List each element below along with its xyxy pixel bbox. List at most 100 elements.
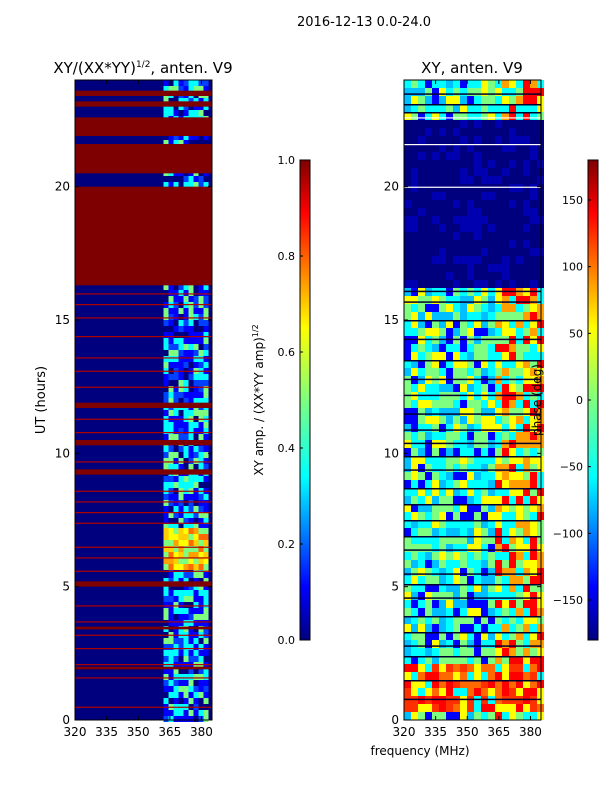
panel2-cell-624: [432, 328, 439, 336]
panel1-cell-412: [198, 350, 204, 356]
panel2-cell-1230: [474, 568, 481, 576]
panel2-cell-801: [411, 400, 418, 408]
panel1-cell-813: [178, 620, 184, 626]
panel1-cell-466: [198, 386, 204, 392]
panel2-cell-1038: [530, 488, 537, 496]
panel2-cell-711: [481, 360, 488, 368]
panel2-cell-628: [460, 328, 467, 336]
panel1-cell-530: [203, 428, 209, 434]
panel1-cell-817: [198, 620, 204, 626]
panel1-ytick-label-2: 10: [55, 446, 70, 460]
panel2-cell-103: [425, 120, 432, 128]
panel2-cell-134: [502, 128, 509, 136]
panel2-cell-1035: [509, 488, 516, 496]
panel2-cell-688: [460, 352, 467, 360]
panel2-cell-189: [467, 152, 474, 160]
panel2-cell-177: [523, 144, 530, 152]
panel1-cell-762: [193, 584, 199, 590]
panel1-cell-83: [173, 134, 179, 140]
panel2-cell-44: [432, 96, 439, 104]
panel2-cell-124: [432, 128, 439, 136]
panel2-cell-112: [488, 120, 495, 128]
panel1-cell-376: [198, 326, 204, 332]
panel1-cell-954: [163, 716, 169, 722]
panel2-cell-1070: [474, 504, 481, 512]
panel1-cell-364: [183, 320, 189, 326]
panel2-cell-1346: [446, 616, 453, 624]
panel2-cell-200: [404, 160, 411, 168]
panel2-cell-1123: [425, 528, 432, 536]
panel1-cell-799: [198, 608, 204, 614]
panel2-cell-634: [502, 328, 509, 336]
panel2-cell-244: [432, 176, 439, 184]
panel2-cell-1255: [509, 576, 516, 584]
panel2-cell-870: [474, 424, 481, 432]
panel2-cell-1303: [425, 600, 432, 608]
panel1-cell-10: [168, 86, 174, 92]
panel1-cell-920: [173, 692, 179, 698]
panel2-flag-20: [404, 378, 541, 381]
panel2-cell-140: [404, 136, 411, 144]
panel1-feature-cell-971: [203, 528, 209, 534]
panel2-cell-1476: [516, 664, 523, 672]
panel2-cell-1440: [404, 656, 411, 664]
panel1-feature-cell-990: [163, 546, 169, 552]
panel1-cell-630: [163, 500, 169, 506]
panel1-cell-672: [193, 524, 199, 530]
panel1-feature-cell-988: [198, 540, 204, 546]
panel1-cell-443: [173, 374, 179, 380]
panel2-cell-930: [474, 448, 481, 456]
panel2-cell-932: [488, 448, 495, 456]
panel2-cell-484: [432, 272, 439, 280]
panel2-cell-287: [453, 192, 460, 200]
panel2-cell-572: [488, 304, 495, 312]
panel2-flag-6: [404, 597, 541, 599]
panel1-cell-853: [198, 644, 204, 650]
panel2-cell-767: [453, 384, 460, 392]
panel2-cell-1378: [530, 624, 537, 632]
panel2-cell-40: [404, 96, 411, 104]
panel2-cell-93: [495, 112, 502, 120]
panel1-title: XY/(XX*YY)1/2, anten. V9: [53, 59, 232, 77]
panel2-cell-1401: [411, 640, 418, 648]
panel2-cell-1124: [432, 528, 439, 536]
panel2-cell-37: [523, 88, 530, 96]
panel2-cell-173: [495, 144, 502, 152]
panel1-cell-420: [193, 356, 199, 362]
panel2-cell-1165: [439, 544, 446, 552]
panel2-cell-1078: [530, 504, 537, 512]
panel2-cell-125: [439, 128, 446, 136]
panel1-feature-cell-980: [203, 534, 209, 540]
panel1-cell-668: [173, 524, 179, 530]
panel2-cell-1157: [523, 536, 530, 544]
panel2-cell-1389: [467, 632, 474, 640]
panel2-cell-1112: [488, 520, 495, 528]
panel2-cell-1044: [432, 496, 439, 504]
panel2-cell-1147: [453, 536, 460, 544]
colorbar2-label: phase (deg): [530, 364, 544, 436]
panel2-cell-378: [530, 224, 537, 232]
panel1-stripe-0: [75, 706, 212, 708]
panel2-cell-861: [411, 424, 418, 432]
panel2-cell-1263: [425, 584, 432, 592]
panel2-cell-1460: [404, 664, 411, 672]
panel2-cell-576: [516, 304, 523, 312]
panel2-cell-504: [432, 280, 439, 288]
panel2-cell-1243: [425, 576, 432, 584]
panel2-cell-2: [418, 80, 425, 88]
panel1-cell-372: [178, 326, 184, 332]
panel1-cell-751: [183, 578, 189, 584]
panel2-cell-78: [530, 104, 537, 112]
panel2-cell-1162: [418, 544, 425, 552]
panel2-cell-207: [453, 160, 460, 168]
panel2-cell-1447: [453, 656, 460, 664]
panel1-cell-37: [168, 104, 174, 110]
panel2-cell-884: [432, 432, 439, 440]
panel2-cell-480: [404, 272, 411, 280]
panel2-cell-51: [481, 96, 488, 104]
panel2-cell-305: [439, 200, 446, 208]
panel2-cell-1454: [502, 656, 509, 664]
panel1-cell-640: [168, 506, 174, 512]
panel2-cell-261: [411, 184, 418, 192]
